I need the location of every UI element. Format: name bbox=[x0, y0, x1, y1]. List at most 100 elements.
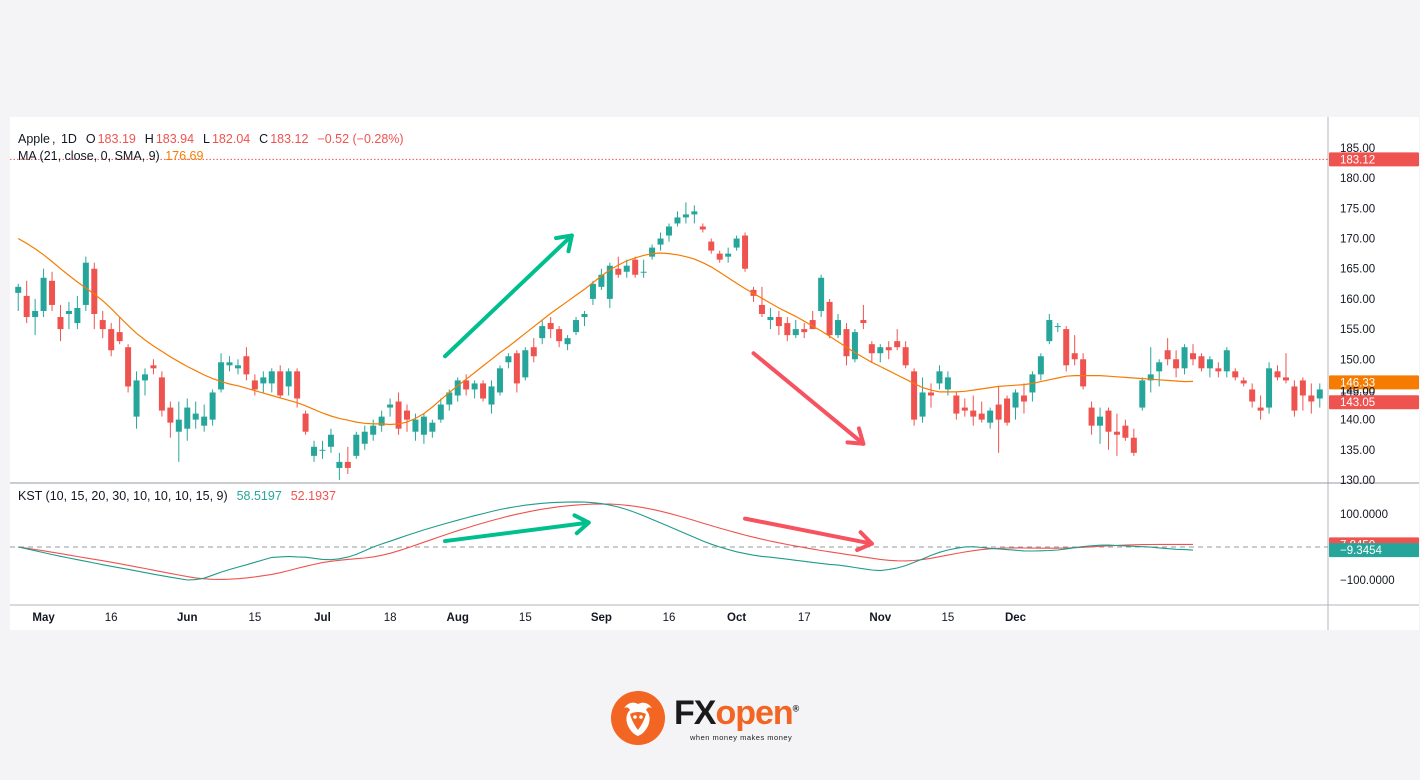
candle-body bbox=[894, 341, 901, 348]
downtrend-arrow-kst-shaft bbox=[743, 516, 874, 546]
price-tick-label: 155.00 bbox=[1340, 324, 1375, 336]
candle-body bbox=[260, 377, 267, 384]
candle-body bbox=[589, 283, 596, 299]
candle-body bbox=[522, 350, 529, 378]
candle-body bbox=[1173, 359, 1180, 369]
candle-body bbox=[319, 449, 326, 451]
candle-body bbox=[361, 431, 368, 444]
uptrend-arrow-kst-shaft bbox=[443, 520, 591, 544]
candle-body bbox=[429, 422, 436, 432]
candle-body bbox=[65, 310, 72, 314]
candle-body bbox=[412, 419, 419, 432]
uptrend-arrow-kst-head bbox=[572, 513, 591, 536]
candle-body bbox=[1020, 395, 1027, 402]
time-axis-label: 15 bbox=[942, 612, 955, 624]
candle-body bbox=[657, 238, 664, 245]
candle-body bbox=[818, 277, 825, 311]
candle-body bbox=[420, 416, 427, 435]
candle-body bbox=[1198, 356, 1205, 369]
price-tick-label: 160.00 bbox=[1340, 294, 1375, 306]
bull-emblem-icon bbox=[611, 691, 665, 745]
candle-body bbox=[243, 356, 250, 375]
candle-body bbox=[1240, 380, 1247, 384]
chart-panel[interactable]: 185.00 180.00 175.00 170.00 165.00 160.00 155.… bbox=[10, 117, 1419, 630]
candle-body bbox=[1266, 368, 1273, 408]
candle-body bbox=[184, 407, 191, 429]
candle-body bbox=[792, 329, 799, 336]
candle-body bbox=[302, 413, 309, 432]
candle-body bbox=[1113, 431, 1120, 435]
candle-body bbox=[809, 320, 816, 330]
time-axis-label: 16 bbox=[105, 612, 118, 624]
candle-body bbox=[835, 320, 842, 336]
signal-value: 52.1937 bbox=[290, 489, 336, 503]
candle-body bbox=[1097, 416, 1104, 426]
open-value: 183.19 bbox=[97, 132, 136, 146]
candle-body bbox=[378, 416, 385, 426]
candle-body bbox=[1308, 395, 1315, 402]
candle-body bbox=[674, 217, 681, 224]
time-axis-label: Oct bbox=[727, 612, 746, 624]
uptrend-arrow-price bbox=[443, 233, 574, 359]
candle-body bbox=[1299, 380, 1306, 396]
price-tick-label: 130.00 bbox=[1340, 475, 1375, 487]
ma-price-tag-text: 146.33 bbox=[1340, 377, 1375, 389]
candle-body bbox=[82, 262, 89, 305]
candle-body bbox=[682, 214, 689, 218]
candle-body bbox=[691, 211, 698, 215]
candle-body bbox=[1139, 380, 1146, 408]
price-tick-label: 150.00 bbox=[1340, 354, 1375, 366]
candle-body bbox=[251, 380, 258, 390]
legend-separator: , bbox=[51, 132, 59, 146]
price-tick-label: 185.00 bbox=[1340, 143, 1375, 155]
kst-value-tag-text: −9.3454 bbox=[1340, 545, 1382, 557]
candle-body bbox=[99, 320, 106, 330]
candle-body bbox=[1054, 326, 1061, 328]
candle-body bbox=[1063, 329, 1070, 366]
kst-value: 58.5197 bbox=[236, 489, 282, 503]
time-axis-label: 15 bbox=[248, 612, 261, 624]
close-price-tag-text: 143.05 bbox=[1340, 397, 1375, 409]
candle-body bbox=[218, 362, 225, 390]
candle-body bbox=[564, 338, 571, 345]
candle-body bbox=[480, 383, 487, 399]
logo-tagline: when money makes money bbox=[690, 733, 793, 742]
candle-body bbox=[868, 344, 875, 354]
low-key: L bbox=[199, 132, 210, 146]
time-axis-label: 15 bbox=[519, 612, 532, 624]
candle-body bbox=[57, 317, 64, 330]
candle-body bbox=[556, 329, 563, 342]
uptrend-arrow-price-shaft bbox=[443, 233, 574, 359]
ma-label: MA (21, close, 0, SMA, 9) bbox=[18, 149, 160, 163]
candle-body bbox=[150, 365, 157, 369]
candle-body bbox=[116, 332, 123, 342]
ma-value: 176.69 bbox=[165, 149, 204, 163]
candle-body bbox=[1249, 389, 1256, 402]
candle-body bbox=[234, 365, 241, 369]
candle-body bbox=[108, 329, 115, 351]
close-price-tag: 143.05 bbox=[1329, 395, 1419, 410]
candle-body bbox=[513, 353, 520, 384]
candle-body bbox=[758, 304, 765, 314]
candle-body bbox=[733, 238, 740, 248]
candle-body bbox=[708, 241, 715, 251]
uptrend-arrow-kst bbox=[443, 513, 591, 544]
candle-body bbox=[1046, 320, 1053, 342]
candle-body bbox=[944, 377, 951, 390]
last-price-tag: 183.12 bbox=[1329, 152, 1419, 167]
last-price-tag-bg bbox=[1329, 152, 1419, 167]
time-axis-label: Nov bbox=[869, 612, 891, 624]
time-axis-label: Dec bbox=[1005, 612, 1027, 624]
candle-body bbox=[1316, 389, 1323, 399]
interval-label: 1D bbox=[60, 132, 77, 146]
downtrend-arrow-kst bbox=[743, 516, 874, 552]
candle-body bbox=[640, 271, 647, 273]
candle-body bbox=[1004, 398, 1011, 423]
chart-canvas[interactable]: 185.00 180.00 175.00 170.00 165.00 160.00 155.… bbox=[10, 117, 1419, 630]
candle-body bbox=[74, 307, 81, 324]
candle-body bbox=[1181, 347, 1188, 369]
low-value: 182.04 bbox=[211, 132, 251, 146]
candle-body bbox=[404, 410, 410, 420]
candle-body bbox=[327, 434, 334, 447]
candle-body bbox=[970, 410, 977, 417]
